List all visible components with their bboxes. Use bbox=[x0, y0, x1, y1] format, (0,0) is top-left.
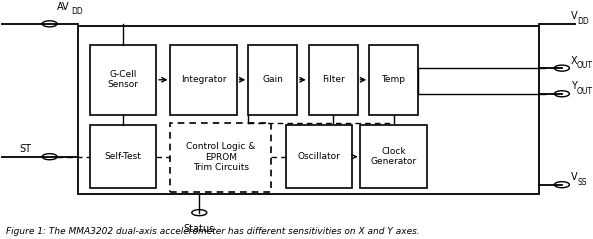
Text: G-Cell
Sensor: G-Cell Sensor bbox=[107, 70, 139, 89]
Bar bbox=[286, 125, 352, 188]
Bar bbox=[90, 45, 156, 115]
Text: DD: DD bbox=[72, 7, 83, 16]
Bar bbox=[361, 125, 426, 188]
Text: AV: AV bbox=[57, 2, 70, 12]
Text: ST: ST bbox=[19, 144, 31, 154]
Text: V: V bbox=[570, 11, 577, 22]
Bar bbox=[90, 125, 156, 188]
Text: Status: Status bbox=[184, 224, 215, 234]
Bar bbox=[171, 123, 271, 192]
Bar bbox=[369, 45, 418, 115]
Text: Self-Test: Self-Test bbox=[104, 152, 142, 161]
Text: Y: Y bbox=[570, 81, 576, 92]
Bar bbox=[78, 26, 539, 194]
Text: Oscillator: Oscillator bbox=[297, 152, 340, 161]
Text: X: X bbox=[570, 56, 577, 66]
Text: Integrator: Integrator bbox=[181, 75, 227, 84]
Text: SS: SS bbox=[578, 178, 587, 187]
Bar bbox=[308, 45, 358, 115]
Bar bbox=[248, 45, 297, 115]
Text: Filter: Filter bbox=[322, 75, 345, 84]
Text: Control Logic &
EPROM
Trim Circuits: Control Logic & EPROM Trim Circuits bbox=[186, 142, 256, 172]
Text: Figure 1: The MMA3202 dual-axis accelerometer has different sensitivities on X a: Figure 1: The MMA3202 dual-axis accelero… bbox=[7, 227, 420, 236]
Text: OUT: OUT bbox=[576, 87, 592, 96]
Text: V: V bbox=[570, 172, 577, 182]
Text: Gain: Gain bbox=[262, 75, 283, 84]
Text: DD: DD bbox=[578, 17, 589, 26]
Bar bbox=[171, 45, 237, 115]
Text: Temp: Temp bbox=[381, 75, 406, 84]
Text: Clock
Generator: Clock Generator bbox=[371, 147, 417, 166]
Text: OUT: OUT bbox=[576, 61, 592, 71]
